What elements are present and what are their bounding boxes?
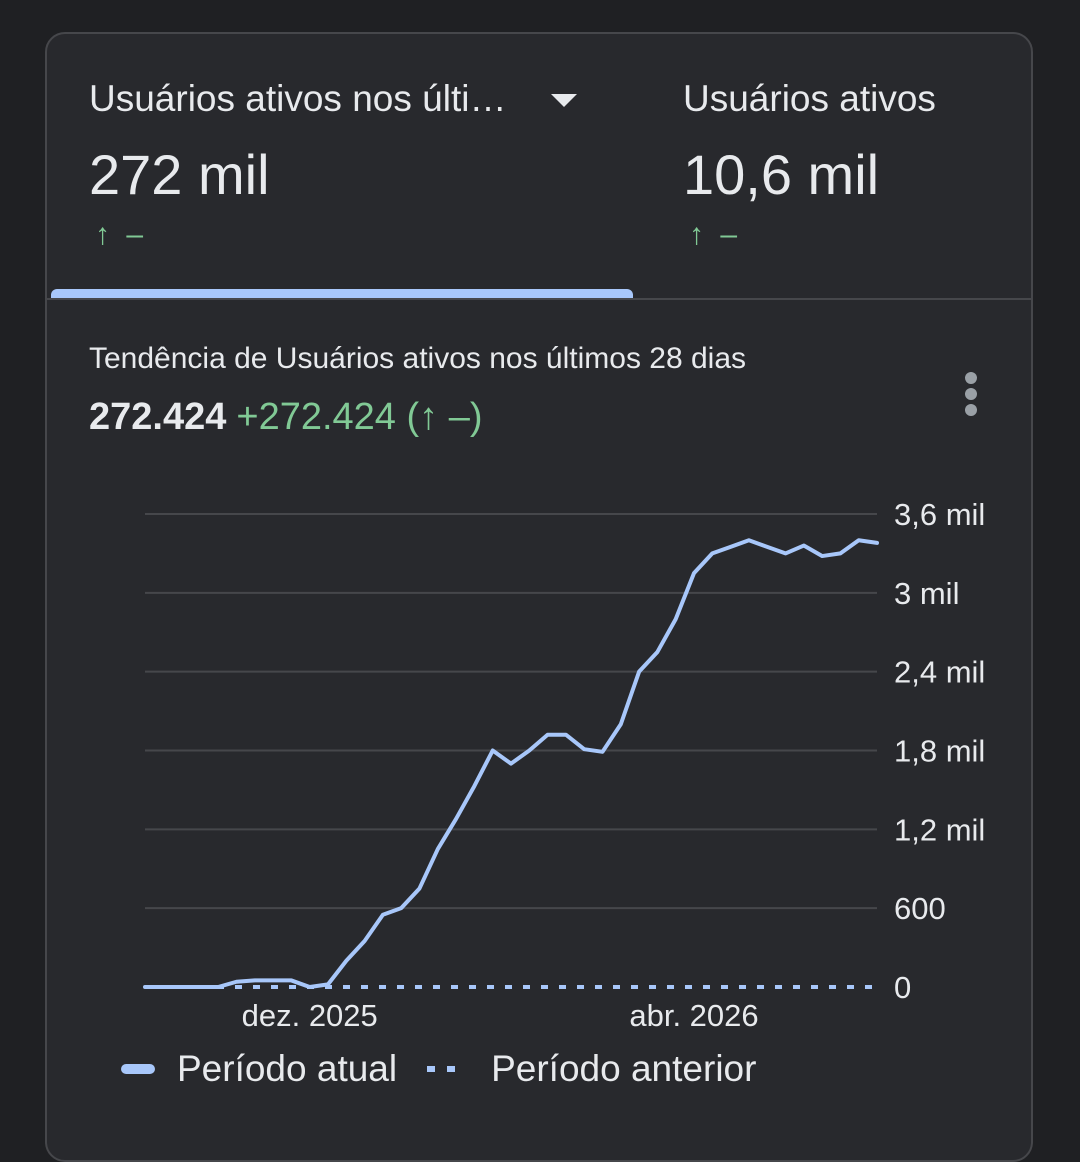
summary-change: +272.424 (↑ –) xyxy=(236,396,483,438)
x-tick-label: abr. 2026 xyxy=(629,998,758,1033)
chart-summary: 272.424 +272.424 (↑ –) xyxy=(89,396,482,439)
tab-active-users[interactable]: Usuários ativos 10,6 mil ↑ – xyxy=(635,34,1031,298)
chart-title: Tendência de Usuários ativos nos últimos… xyxy=(89,342,747,375)
legend-swatch-dotted xyxy=(427,1066,467,1072)
legend-item-previous[interactable]: Período anterior xyxy=(427,1048,756,1090)
summary-total: 272.424 xyxy=(89,396,227,438)
more-options-icon[interactable] xyxy=(959,372,983,418)
x-tick-label: dez. 2025 xyxy=(242,998,378,1033)
legend-item-current[interactable]: Período atual xyxy=(121,1048,397,1090)
legend-swatch-solid xyxy=(121,1064,155,1074)
y-tick-label: 3 mil xyxy=(894,576,959,611)
y-tick-label: 600 xyxy=(894,891,946,926)
tabs-divider xyxy=(47,298,1031,300)
tab-active-users-28-days[interactable]: Usuários ativos nos últi… 272 mil ↑ – xyxy=(47,34,635,299)
tab-value: 10,6 mil xyxy=(683,143,880,206)
y-tick-label: 2,4 mil xyxy=(894,655,985,690)
tab-value: 272 mil xyxy=(89,143,270,206)
active-users-card: Usuários ativos nos últi… 272 mil ↑ – Us… xyxy=(45,32,1033,1162)
y-tick-label: 1,2 mil xyxy=(894,812,985,847)
legend-label: Período atual xyxy=(177,1048,398,1089)
series-line-current xyxy=(143,538,879,989)
tab-delta: ↑ – xyxy=(689,218,742,251)
tab-title: Usuários ativos xyxy=(683,78,936,119)
tab-delta: ↑ – xyxy=(95,218,148,251)
chart-legend: Período atual Período anterior xyxy=(121,1046,786,1092)
trend-chart: 3,6 mil 3 mil 2,4 mil 1,8 mil 1,2 mil 600 0 dez… xyxy=(143,497,985,1033)
y-tick-label: 3,6 mil xyxy=(894,497,985,532)
legend-label: Período anterior xyxy=(491,1048,757,1089)
selected-tab-indicator xyxy=(51,289,633,299)
tab-title: Usuários ativos nos últi… xyxy=(89,78,507,119)
y-tick-label: 1,8 mil xyxy=(894,734,985,769)
y-tick-label: 0 xyxy=(894,970,911,1005)
dropdown-caret-icon[interactable] xyxy=(551,94,577,107)
